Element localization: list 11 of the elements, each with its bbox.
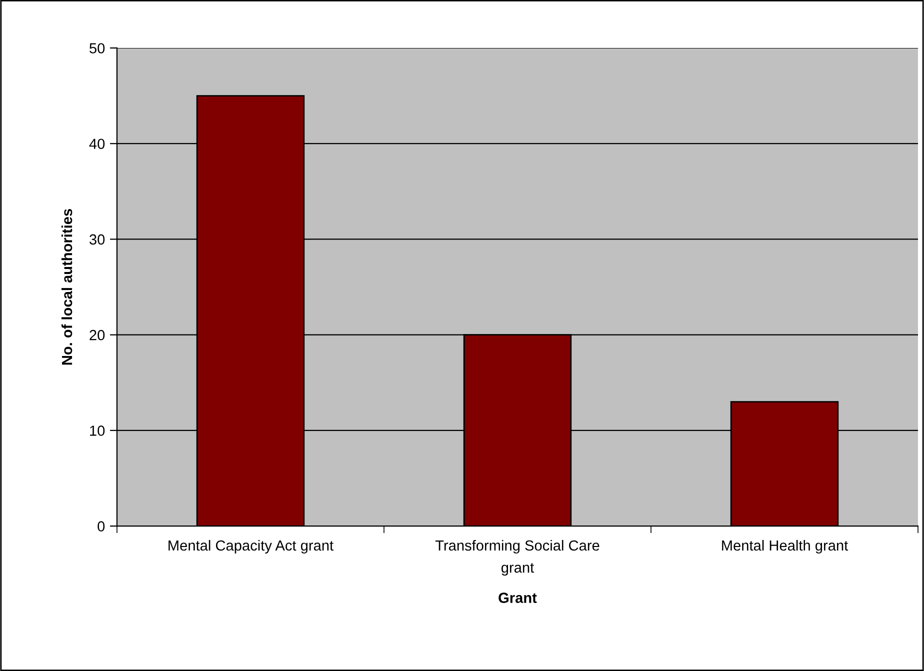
y-axis-title: No. of local authorities [61, 209, 72, 365]
y-tick-label: 50 [90, 43, 105, 54]
y-tick-label: 30 [90, 234, 105, 245]
x-tick-label: Mental Health grant [722, 540, 848, 554]
x-axis-title: Grant [498, 592, 537, 603]
x-tick-label: Transforming Social Care grant [435, 540, 600, 576]
x-tick-label: Mental Capacity Act grant [168, 540, 334, 554]
y-tick-label: 20 [90, 330, 105, 340]
y-tick-label: 10 [90, 426, 105, 436]
y-tick-label: 0 [98, 521, 105, 532]
y-tick-label: 40 [89, 138, 105, 150]
